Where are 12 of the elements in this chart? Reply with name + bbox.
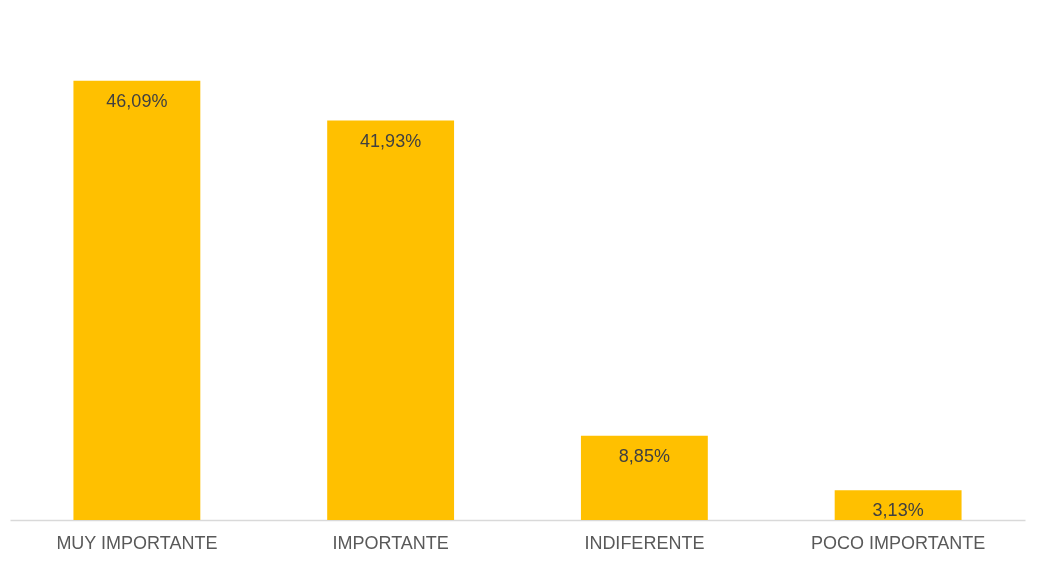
data-label: 8,85% [618,445,670,466]
bar [327,120,455,520]
bar [73,80,201,520]
bar [580,435,708,520]
data-label: 46,09% [106,90,168,111]
x-tick-label: POCO IMPORTANTE [810,532,986,553]
bar [834,490,962,520]
data-label: 3,13% [872,500,924,521]
x-tick-label: INDIFERENTE [584,532,705,553]
data-label: 41,93% [360,130,422,151]
x-tick-label: IMPORTANTE [332,532,449,553]
x-tick-label: MUY IMPORTANTE [56,532,218,553]
